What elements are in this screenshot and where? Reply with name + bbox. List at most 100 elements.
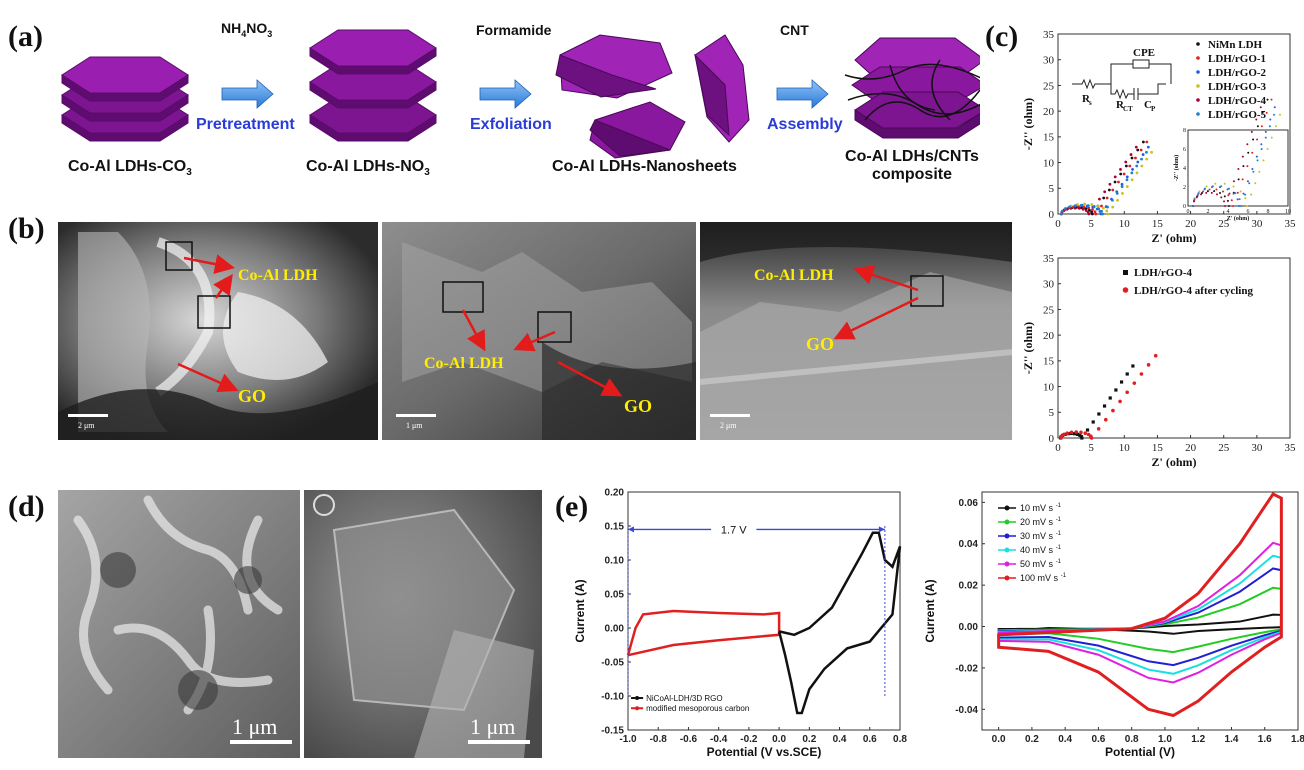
- y-tick-label: 5: [1049, 183, 1055, 195]
- scheme-graphics: [61, 29, 980, 159]
- x-tick-label: 1.0: [1158, 734, 1172, 745]
- legend-label: NiMn LDH: [1208, 39, 1263, 51]
- x-tick-label: 0.0: [772, 734, 786, 745]
- data-point-0: [1102, 196, 1106, 200]
- y-tick-label: 0.15: [605, 522, 625, 533]
- inset-point-0: [1237, 178, 1240, 181]
- inset-point-0: [1228, 205, 1230, 207]
- legend-unit-sup: -1: [1056, 503, 1062, 509]
- inset-point-1: [1222, 190, 1224, 193]
- stage-label-no3: Co-Al LDHs-NO3: [306, 158, 430, 179]
- data-point-1: [1091, 208, 1094, 212]
- ldh-no3-stack: [309, 29, 437, 142]
- data-point-0: [1090, 212, 1094, 216]
- data-point-0: [1119, 172, 1123, 176]
- inset-point-4: [1259, 106, 1262, 109]
- data-point-1: [1134, 156, 1137, 160]
- data-point-after: [1062, 432, 1066, 437]
- label-ldh-b2: Co-Al LDH: [424, 355, 504, 372]
- data-point-1: [1094, 212, 1098, 216]
- panel-label-a: (a): [8, 20, 43, 53]
- data-point-1: [1100, 204, 1103, 208]
- data-point-3: [1090, 203, 1094, 206]
- inset-point-1: [1196, 194, 1199, 197]
- x-tick-label: 0.4: [833, 734, 847, 745]
- inset-point-2: [1246, 180, 1249, 183]
- y-tick-label: -0.15: [601, 726, 624, 737]
- legend-label: LDH/rGO-5: [1208, 109, 1267, 121]
- panel-label-b: (b): [8, 212, 45, 245]
- inset-point-2: [1226, 188, 1229, 191]
- inset-point-3: [1244, 197, 1247, 200]
- rs-sub: s: [1089, 99, 1092, 107]
- scalebar-d1: 1 μm: [232, 714, 277, 739]
- chart-c-bottom: 0 5 10 15 20 25 30 35 0 5 10 15 20 25 30 35 Z' (ohm) -Z''…: [1021, 253, 1297, 469]
- inset-point-3: [1279, 113, 1281, 116]
- inset-point-4: [1255, 118, 1258, 121]
- inset-point-1: [1227, 194, 1230, 197]
- equivalent-circuit: [1072, 59, 1172, 100]
- data-point-3: [1111, 205, 1115, 209]
- data-point-4: [1129, 153, 1133, 156]
- data-point-after: [1103, 417, 1108, 422]
- data-point-before: [1085, 428, 1090, 432]
- data-point-before: [1108, 396, 1112, 400]
- y-axis-label: Current (A): [923, 579, 937, 642]
- inset-point-3: [1258, 170, 1261, 173]
- data-point-5: [1135, 164, 1139, 168]
- x-tick-label: 35: [1285, 442, 1297, 454]
- inset-point-0: [1223, 195, 1226, 198]
- y-tick-label: 10: [1043, 157, 1055, 169]
- data-point-after: [1125, 390, 1129, 395]
- inset-point-1: [1256, 138, 1259, 141]
- y-tick-label: 30: [1043, 55, 1055, 67]
- data-point-3: [1130, 178, 1134, 182]
- data-point-3: [1121, 192, 1124, 195]
- data-point-1: [1105, 196, 1109, 200]
- cpe-label: CPE: [1133, 47, 1155, 59]
- y-tick-label: 20: [1043, 330, 1055, 342]
- x-tick-label: 35: [1285, 218, 1297, 230]
- inset-point-0: [1206, 190, 1209, 193]
- inset-y-tick: 6: [1183, 147, 1186, 153]
- inset-point-1: [1236, 191, 1239, 194]
- scalebar-b3: 2 μm: [720, 421, 737, 430]
- inset-point-2: [1273, 106, 1276, 109]
- inset-point-4: [1250, 130, 1253, 133]
- inset-point-1: [1241, 178, 1244, 181]
- inset-point-3: [1250, 193, 1253, 196]
- legend-label: LDH/rGO-2: [1208, 67, 1267, 79]
- inset-point-3: [1266, 148, 1269, 150]
- legend-marker: [1196, 112, 1200, 116]
- scalebar-b2: 1 μm: [406, 421, 423, 430]
- panel-label-e: (e): [555, 490, 589, 523]
- data-point-5: [1145, 150, 1148, 154]
- inset-x-tick: 2: [1207, 209, 1210, 215]
- legend-marker: [635, 706, 640, 711]
- panel-label-d: (d): [8, 490, 45, 523]
- legend-marker: [1196, 84, 1200, 88]
- data-point-2: [1125, 175, 1129, 179]
- inset-point-3: [1205, 185, 1208, 188]
- process-arrows: [221, 79, 829, 109]
- inset-point-4: [1223, 200, 1226, 203]
- step-assembly: Assembly: [767, 116, 843, 133]
- inset-point-4: [1220, 196, 1223, 199]
- legend-marker: [1004, 505, 1010, 511]
- y-tick-label: 0: [1049, 433, 1055, 445]
- data-point-after: [1118, 399, 1122, 404]
- inset-point-1: [1251, 151, 1254, 154]
- data-point-5: [1074, 204, 1078, 208]
- inset-point-3: [1254, 182, 1257, 185]
- label-go-b3: GO: [806, 334, 834, 354]
- data-point-after: [1089, 436, 1094, 440]
- x-axis-label: Z' (ohm): [1152, 455, 1197, 469]
- cv-curve-1: [997, 586, 1283, 654]
- data-point-1: [1145, 140, 1149, 144]
- inset-y-label: -Z'' (ohm): [1173, 155, 1180, 181]
- data-point-5: [1106, 205, 1109, 209]
- inset-point-4: [1237, 167, 1240, 170]
- inset-point-0: [1213, 190, 1216, 193]
- data-point-after: [1153, 353, 1158, 358]
- circuit-branches: [1110, 63, 1172, 100]
